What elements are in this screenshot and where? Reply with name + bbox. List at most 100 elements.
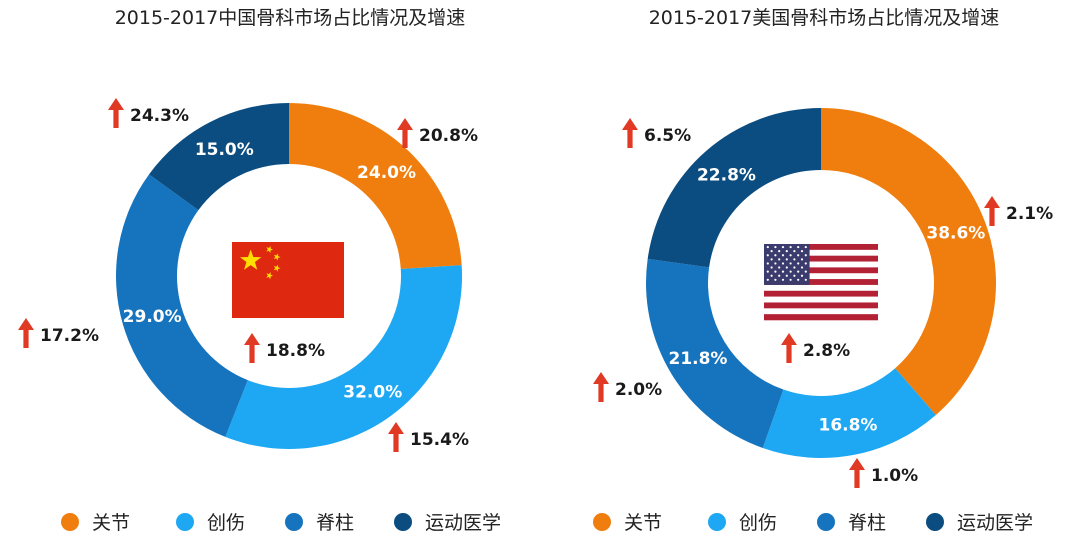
slice-share-label: 32.0% [343,382,402,402]
legend-label: 运动医学 [425,512,501,534]
growth-up-arrow-icon [849,458,865,488]
legend-swatch [61,513,79,531]
donut-slice-脊柱 [116,174,248,437]
center-growth: 2.8% [781,333,850,363]
flag-stripe [764,308,878,315]
flag-star [778,258,781,261]
flag-star [770,274,773,277]
donut-chart-china: 2015-2017中国骨科市场占比情况及增速 24.0% 20.8% 32.0% 15.… [18,7,501,534]
flag-star [766,245,769,249]
growth-创伤: 15.4% [388,422,469,452]
donut-slice-创伤 [225,265,462,449]
flag-star [774,270,777,273]
flag-stripe [764,273,878,280]
flag-stripe [764,314,878,321]
flag-stripe [764,302,878,309]
growth-up-arrow-icon [388,422,404,452]
usa-flag [764,244,878,321]
legend: 关节 创伤 脊柱 运动医学 [61,512,501,534]
growth-运动医学: 24.3% [108,98,189,128]
growth-up-arrow-icon [781,333,797,363]
growth-label: 18.8% [266,341,325,361]
slice-share-label: 16.8% [818,415,877,435]
chart-title: 2015-2017中国骨科市场占比情况及增速 [115,7,466,29]
flag-star [789,278,792,281]
legend-swatch [926,513,944,531]
legend-swatch [593,513,611,531]
legend-swatch [176,513,194,531]
legend-swatch [708,513,726,531]
slice-share-label: 24.0% [357,163,416,183]
flag-star [766,262,769,265]
flag-star [789,262,792,265]
flag-star [800,258,804,261]
slice-share-label: 21.8% [668,349,727,369]
flag-star [273,253,281,261]
growth-创伤: 1.0% [849,458,918,488]
flag-star [770,258,773,261]
flag-star [793,250,796,253]
flag-star [766,278,769,281]
growth-up-arrow-icon [18,318,34,348]
flag-star [785,274,788,277]
flag-stripe [764,296,878,303]
growth-label: 15.4% [410,430,469,450]
flag-star [789,254,792,257]
slice-share-label: 15.0% [195,140,254,160]
growth-label: 2.0% [615,380,662,400]
growth-up-arrow-icon [593,372,609,402]
growth-label: 24.3% [130,106,189,126]
legend-label: 关节 [92,512,130,534]
flag-star [778,266,781,269]
flag-star [789,245,792,249]
slice-share-label: 38.6% [926,224,985,244]
donut-slice-关节 [821,108,996,415]
flag-stripe [764,255,878,262]
flag-star [800,250,804,253]
slice-share-label: 22.8% [697,165,756,185]
flag-star [797,278,800,281]
legend-label: 创伤 [207,512,245,534]
flag-star [770,266,773,269]
legend-swatch [817,513,835,531]
donut-slice-创伤 [762,368,936,458]
flag-star [774,278,777,281]
flag-star [766,254,769,257]
flag-star [778,250,781,253]
flag-star [797,254,800,257]
growth-up-arrow-icon [397,118,413,148]
flag-star [770,250,773,253]
flag-star [781,245,785,249]
flag-star [797,262,800,265]
legend: 关节 创伤 脊柱 运动医学 [593,512,1033,534]
flag-star [781,270,785,273]
flag-star [793,266,796,269]
flag-star [804,278,807,281]
flag-star [793,258,796,261]
flag-stripe [764,261,878,268]
legend-label: 创伤 [739,512,777,534]
flag-star [766,270,769,273]
flag-star [785,250,788,253]
growth-关节: 20.8% [397,118,478,148]
flag-stripe [764,249,878,256]
growth-label: 2.8% [803,341,850,361]
flag-star [781,262,785,265]
growth-up-arrow-icon [622,118,638,148]
flag-star [800,274,804,277]
growth-label: 6.5% [644,126,691,146]
growth-脊柱: 2.0% [593,372,662,402]
flag-star [804,254,807,257]
flag-stripe [764,279,878,286]
flag-star [781,254,785,257]
flag-star [785,266,788,269]
flag-stripe [764,244,878,251]
center-growth: 18.8% [244,333,325,363]
legend-label: 运动医学 [957,512,1033,534]
slice-share-label: 29.0% [123,307,182,327]
flag-stripe [764,290,878,297]
flag-star [804,245,807,249]
growth-label: 1.0% [871,466,918,486]
growth-脊柱: 17.2% [18,318,99,348]
